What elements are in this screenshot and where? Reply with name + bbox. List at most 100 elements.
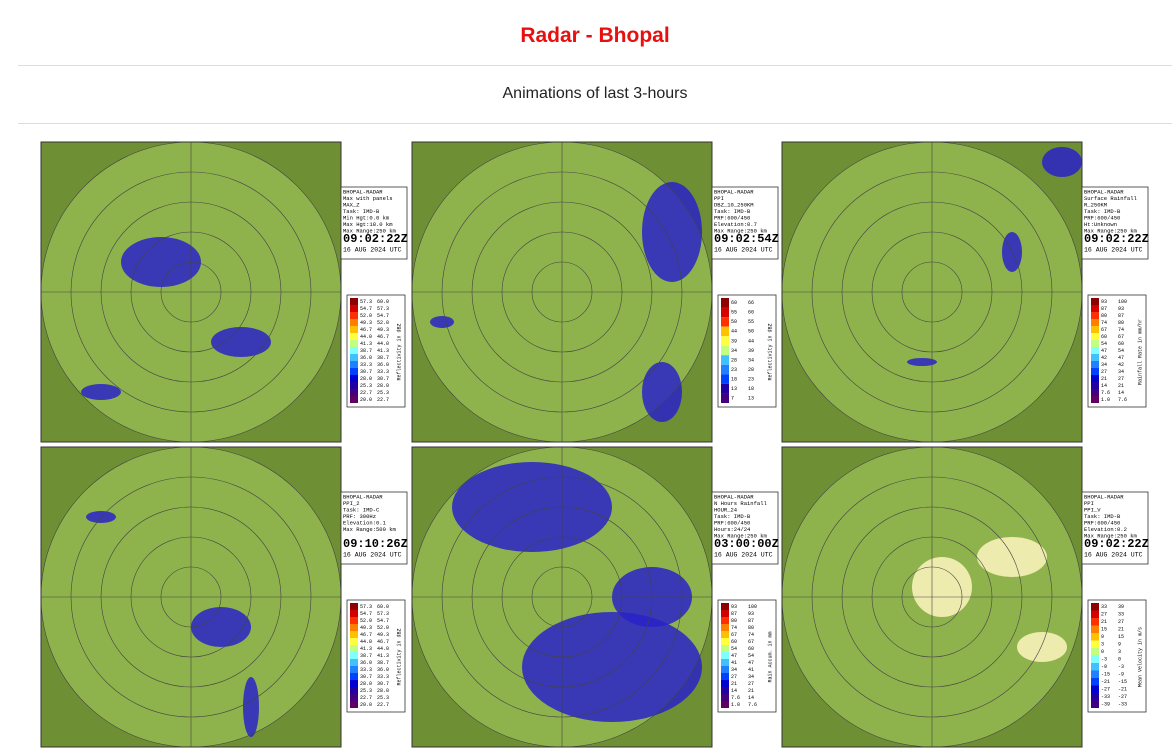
- echo-area: [430, 316, 454, 328]
- legend-label: 46.7: [360, 327, 372, 333]
- legend-swatch: [350, 610, 358, 617]
- legend-label: 9: [1118, 642, 1121, 648]
- legend-label: 80: [1101, 313, 1107, 319]
- legend-swatch: [721, 364, 729, 375]
- legend-label: 27: [1101, 612, 1107, 618]
- legend-swatch: [721, 617, 729, 624]
- legend-swatch: [1091, 340, 1099, 347]
- info-line: Task: IMD-B: [343, 208, 380, 215]
- legend-label: -27: [1101, 687, 1110, 693]
- legend-label: 27: [748, 681, 754, 687]
- legend-label: 49.3: [377, 327, 389, 333]
- legend-label: 55: [731, 310, 737, 316]
- info-line: Task: IMD-B: [1084, 208, 1121, 215]
- legend-label: 46.7: [360, 632, 372, 638]
- date-stamp: 16 AUG 2024 UTC: [1084, 247, 1143, 254]
- info-line: Max Range:250 km: [1084, 532, 1138, 539]
- info-line: PRF:600/450: [1084, 519, 1120, 526]
- legend-label: 28.0: [360, 376, 372, 382]
- legend-swatch: [350, 680, 358, 687]
- legend-label: 87: [731, 611, 737, 617]
- info-line: BHOPAL-RADAR: [343, 493, 383, 500]
- info-box: [1081, 186, 1149, 260]
- legend-label: 93: [731, 604, 737, 610]
- legend-swatch: [721, 701, 729, 708]
- legend-label: 3: [1118, 649, 1121, 655]
- legend-label: 1.0: [1101, 397, 1110, 403]
- legend-label: 87: [1101, 306, 1107, 312]
- legend-label: 60: [731, 300, 737, 306]
- legend-swatch: [1091, 693, 1099, 701]
- echo-area: [642, 182, 702, 282]
- info-line: Task: IMD-B: [714, 513, 751, 520]
- legend-label: 33.3: [377, 674, 389, 680]
- legend-label: 54: [748, 653, 754, 659]
- legend-label: 28.0: [377, 383, 389, 389]
- legend-swatch: [721, 694, 729, 701]
- info-line: PRF: 300Hz: [343, 513, 376, 520]
- panel-frame: [781, 141, 1083, 443]
- legend-swatch: [1091, 382, 1099, 389]
- legend-swatch: [1091, 663, 1099, 671]
- legend-swatch: [721, 393, 729, 403]
- legend-title: Rain Accum. in mm: [767, 631, 773, 682]
- legend-swatch: [1091, 298, 1099, 305]
- legend-label: 7.6: [1101, 390, 1110, 396]
- time-stamp: 09:02:22Z: [343, 232, 408, 246]
- legend-label: -27: [1118, 694, 1127, 700]
- legend-label: 41.3: [360, 646, 372, 652]
- legend-label: 60: [1101, 334, 1107, 340]
- legend-label: 7.6: [1118, 397, 1127, 403]
- legend-label: 67: [1118, 334, 1124, 340]
- date-stamp: 16 AUG 2024 UTC: [714, 247, 773, 254]
- legend-label: -9: [1101, 664, 1107, 670]
- legend-label: 41.3: [360, 341, 372, 347]
- echo-area: [977, 537, 1047, 577]
- legend-label: 22.7: [377, 702, 389, 708]
- info-box: [711, 491, 779, 565]
- legend-label: 30.7: [377, 376, 389, 382]
- legend-label: 93: [1118, 306, 1124, 312]
- legend-label: -15: [1118, 679, 1127, 685]
- legend-label: 52.0: [360, 313, 372, 319]
- legend-label: 30.7: [360, 674, 372, 680]
- legend-swatch: [721, 317, 729, 327]
- info-line: Surface Rainfall: [1084, 195, 1137, 202]
- info-line: Task: IMD-B: [1084, 513, 1121, 520]
- legend-label: 30.7: [360, 369, 372, 375]
- info-line: R_250KM: [1084, 201, 1107, 208]
- legend-label: 54.7: [377, 313, 389, 319]
- legend-label: 80: [1118, 320, 1124, 326]
- legend-label: 38.7: [360, 653, 372, 659]
- legend-label: -33: [1118, 702, 1127, 708]
- legend-label: 57.3: [360, 299, 372, 305]
- legend-label: 74: [748, 632, 754, 638]
- legend-swatch: [1091, 326, 1099, 333]
- echo-area: [642, 362, 682, 422]
- legend-label: 60: [1118, 341, 1124, 347]
- legend-swatch: [721, 603, 729, 610]
- legend-label: 87: [748, 618, 754, 624]
- echo-area: [191, 607, 251, 647]
- legend-label: 39: [1118, 604, 1124, 610]
- legend-label: 49.3: [360, 320, 372, 326]
- legend-label: 34: [748, 357, 754, 363]
- legend-swatch: [1091, 655, 1099, 663]
- legend-title: Reflectivity in dBZ: [396, 628, 402, 685]
- legend-label: -3: [1118, 664, 1124, 670]
- info-line: HOUR_24: [714, 506, 738, 513]
- legend-swatch: [350, 673, 358, 680]
- legend-swatch: [1091, 618, 1099, 626]
- echo-area: [121, 237, 201, 287]
- info-box: [340, 491, 408, 565]
- legend-label: 21: [1118, 383, 1124, 389]
- echo-area: [1017, 632, 1067, 662]
- info-line: Hours:24/24: [714, 526, 751, 533]
- legend-label: 50: [748, 329, 754, 335]
- legend-swatch: [350, 326, 358, 333]
- legend-label: 33: [1118, 612, 1124, 618]
- info-line: PRF:600/450: [1084, 214, 1120, 221]
- legend-label: 23: [748, 376, 754, 382]
- info-line: Max Range:500 km: [343, 526, 397, 533]
